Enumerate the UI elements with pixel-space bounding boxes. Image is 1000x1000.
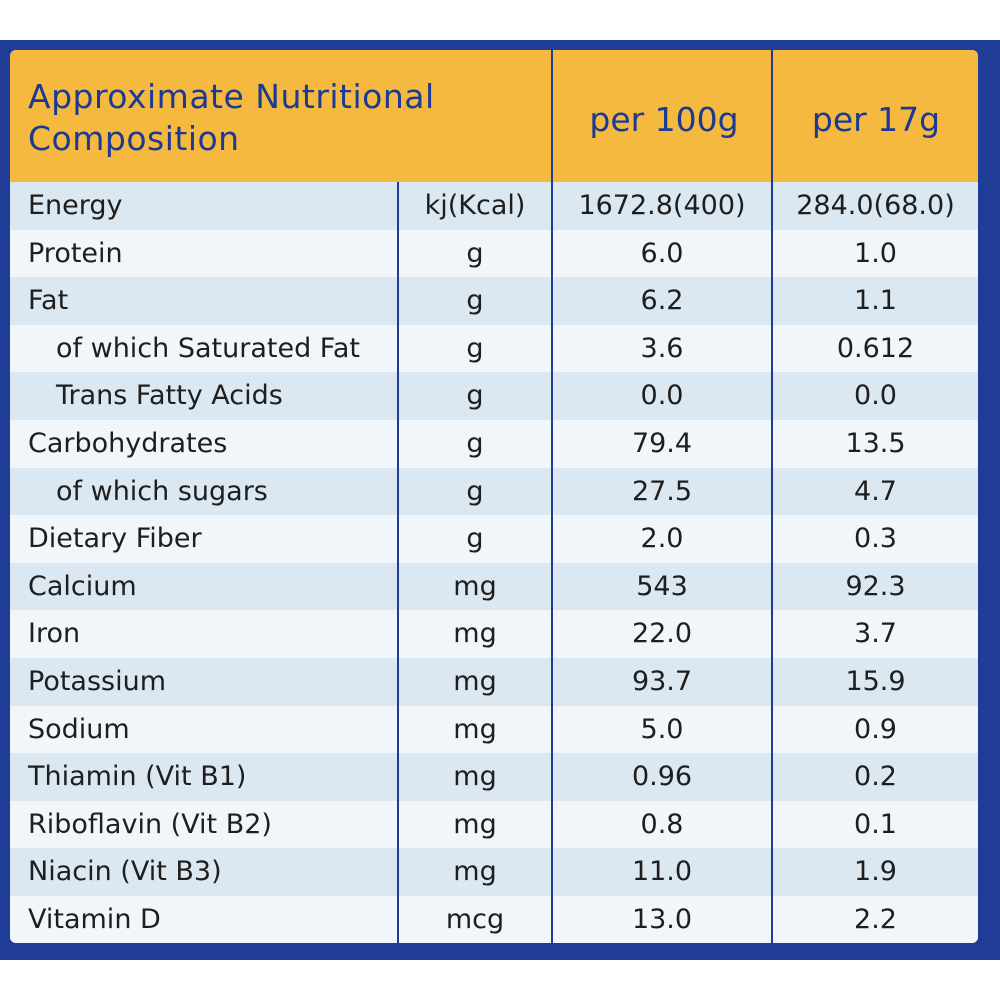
table-row: Riboflavin (Vit B2) mg 0.8 0.1 xyxy=(10,800,978,849)
table-row: Energy kj(Kcal) 1672.8(400) 284.0(68.0) xyxy=(10,182,978,230)
table-row: Vitamin D mcg 13.0 2.2 xyxy=(10,895,978,943)
value-per-100g: 6.2 xyxy=(640,285,684,317)
nutrient-unit: mcg xyxy=(445,903,505,935)
nutrient-name: Trans Fatty Acids xyxy=(56,380,283,412)
nutrient-name: Energy xyxy=(28,190,123,221)
nutrient-unit: mg xyxy=(453,570,497,602)
nutrient-name: Sodium xyxy=(28,713,130,745)
table-row: Calcium mg 543 92.3 xyxy=(10,562,978,611)
value-per-100g: 13.0 xyxy=(631,903,693,935)
value-per-100g: 3.6 xyxy=(640,332,684,364)
nutrient-unit: g xyxy=(466,285,484,317)
nutrient-unit: mg xyxy=(453,808,497,840)
nutrient-name: Dietary Fiber xyxy=(28,523,202,555)
nutrient-unit: g xyxy=(466,332,484,364)
value-per-17g: 3.7 xyxy=(854,618,897,650)
table-row: Fat g 6.2 1.1 xyxy=(10,277,978,325)
nutrient-name: of which sugars xyxy=(56,475,268,507)
value-per-17g: 1.9 xyxy=(854,856,897,888)
value-per-100g: 27.5 xyxy=(631,475,693,507)
value-per-100g: 1672.8(400) xyxy=(578,190,746,221)
nutrient-name: of which Saturated Fat xyxy=(56,332,360,364)
nutrient-name: Riboflavin (Vit B2) xyxy=(28,808,272,840)
value-per-17g: 13.5 xyxy=(845,427,906,459)
table-row: Potassium mg 93.7 15.9 xyxy=(10,657,978,706)
table-row: Thiamin (Vit B1) mg 0.96 0.2 xyxy=(10,753,978,801)
nutrient-name: Iron xyxy=(28,618,81,650)
value-per-17g: 92.3 xyxy=(845,570,906,602)
value-per-100g: 79.4 xyxy=(631,427,693,459)
nutrient-name: Calcium xyxy=(28,570,137,602)
nutrient-name: Fat xyxy=(28,285,69,317)
nutrient-unit: mg xyxy=(453,665,497,697)
nutrient-name: Potassium xyxy=(28,665,167,697)
value-per-17g: 0.1 xyxy=(854,808,897,840)
nutrient-unit: mg xyxy=(453,618,497,650)
value-per-17g: 15.9 xyxy=(845,665,906,697)
table-row: Carbohydrates g 79.4 13.5 xyxy=(10,419,978,468)
nutrition-table: Approximate Nutritional Composition per … xyxy=(10,50,978,943)
column-divider xyxy=(771,50,773,943)
nutrient-unit: mg xyxy=(453,856,497,888)
value-per-17g: 0.2 xyxy=(854,761,897,793)
value-per-100g: 5.0 xyxy=(640,713,684,745)
table-title-line1: Approximate Nutritional xyxy=(28,77,435,116)
value-per-100g: 6.0 xyxy=(640,237,684,269)
value-per-100g: 22.0 xyxy=(631,618,693,650)
value-per-17g: 0.612 xyxy=(836,332,915,364)
column-header-per-17g: per 17g xyxy=(811,100,941,139)
value-per-100g: 0.96 xyxy=(631,761,693,793)
column-header-per-100g: per 100g xyxy=(589,100,739,139)
value-per-100g: 11.0 xyxy=(631,856,693,888)
value-per-17g: 2.2 xyxy=(854,903,897,935)
nutrient-unit: g xyxy=(466,475,484,507)
nutrient-name: Thiamin (Vit B1) xyxy=(28,761,247,793)
table-row: of which sugars g 27.5 4.7 xyxy=(10,467,978,516)
value-per-100g: 2.0 xyxy=(640,523,684,555)
table-body: Energy kj(Kcal) 1672.8(400) 284.0(68.0) Prot… xyxy=(10,182,978,943)
value-per-100g: 543 xyxy=(636,570,688,602)
table-row: Iron mg 22.0 3.7 xyxy=(10,610,978,658)
nutrient-unit: g xyxy=(466,523,484,555)
table-row: Dietary Fiber g 2.0 0.3 xyxy=(10,515,978,563)
table-header: Approximate Nutritional Composition per … xyxy=(10,50,978,182)
nutrient-name: Carbohydrates xyxy=(28,427,228,459)
nutrient-unit: kj(Kcal) xyxy=(424,190,526,221)
table-row: of which Saturated Fat g 3.6 0.612 xyxy=(10,324,978,373)
label-frame: Approximate Nutritional Composition per … xyxy=(0,40,1000,960)
nutrient-unit: mg xyxy=(453,761,497,793)
table-row: Trans Fatty Acids g 0.0 0.0 xyxy=(10,372,978,420)
table-row: Niacin (Vit B3) mg 11.0 1.9 xyxy=(10,848,978,896)
nutrient-name: Vitamin D xyxy=(28,903,161,935)
table-row: Sodium mg 5.0 0.9 xyxy=(10,705,978,754)
nutrient-name: Niacin (Vit B3) xyxy=(28,856,222,888)
value-per-17g: 1.1 xyxy=(854,285,897,317)
value-per-17g: 0.3 xyxy=(854,523,897,555)
nutrient-unit: g xyxy=(466,427,484,459)
value-per-17g: 4.7 xyxy=(854,475,897,507)
nutrient-unit: g xyxy=(466,380,484,412)
column-divider xyxy=(397,182,399,943)
nutrient-unit: mg xyxy=(453,713,497,745)
column-divider xyxy=(551,50,553,943)
value-per-17g: 1.0 xyxy=(854,237,897,269)
table-row: Protein g 6.0 1.0 xyxy=(10,229,978,278)
value-per-100g: 0.0 xyxy=(640,380,684,412)
value-per-100g: 93.7 xyxy=(631,665,693,697)
nutrient-name: Protein xyxy=(28,237,123,269)
table-title: Approximate Nutritional Composition xyxy=(28,76,548,160)
nutrient-unit: g xyxy=(466,237,484,269)
table-title-line2: Composition xyxy=(28,119,240,158)
value-per-17g: 284.0(68.0) xyxy=(796,190,955,221)
value-per-100g: 0.8 xyxy=(640,808,684,840)
value-per-17g: 0.9 xyxy=(854,713,897,745)
value-per-17g: 0.0 xyxy=(854,380,897,412)
